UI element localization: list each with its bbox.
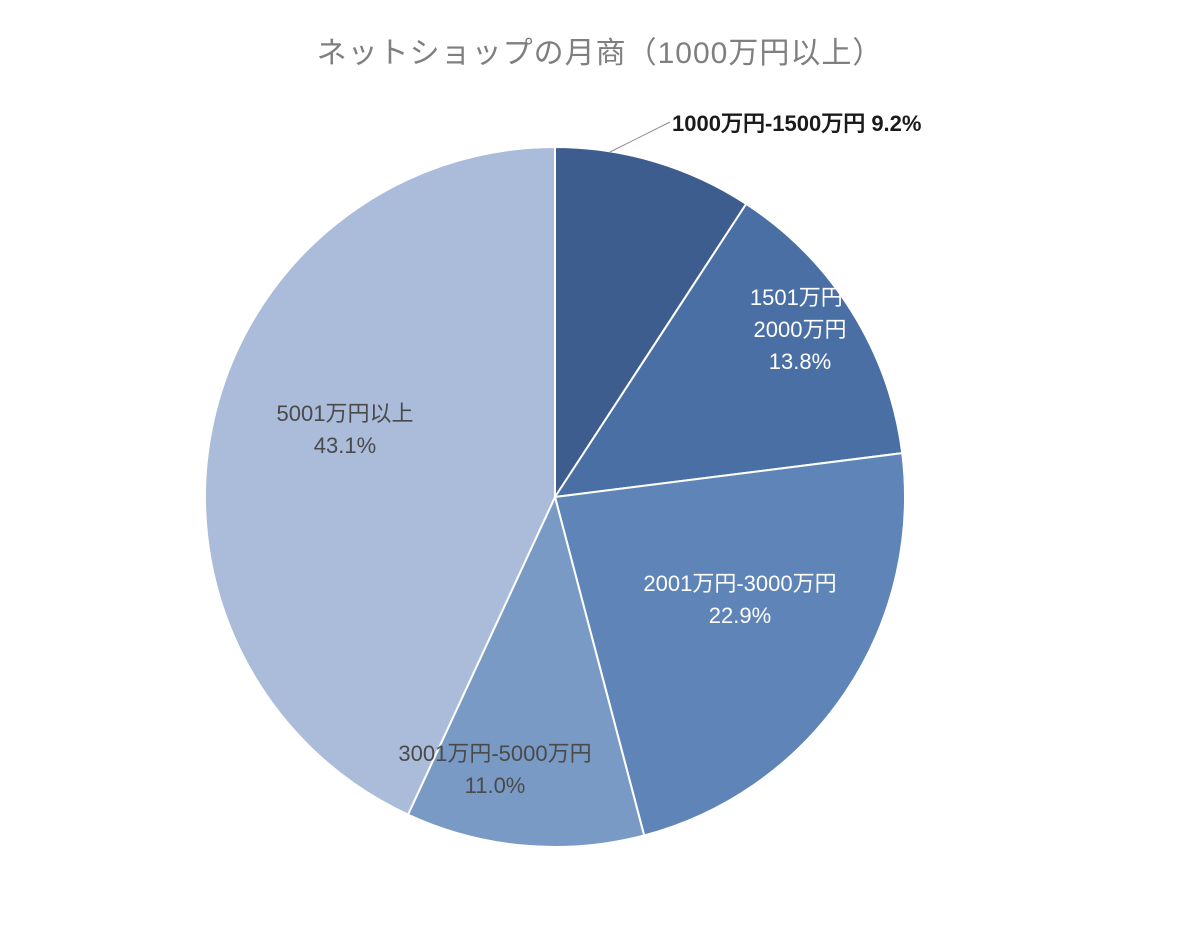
slice-label-2-line1: 2001万円-3000万円	[643, 571, 836, 596]
slice-label-1-pct: 13.8%	[769, 349, 831, 374]
leader-line-0	[610, 122, 670, 152]
slice-label-1-line1: 1501万円-	[750, 285, 850, 310]
pie-svg	[0, 0, 1200, 929]
slice-label-3: 3001万円-5000万円 11.0%	[398, 738, 591, 802]
slice-label-4-pct: 43.1%	[314, 433, 376, 458]
slice-label-2-pct: 22.9%	[709, 603, 771, 628]
slice-label-3-line1: 3001万円-5000万円	[398, 741, 591, 766]
slice-label-4-line1: 5001万円以上	[277, 401, 414, 426]
slice-label-2: 2001万円-3000万円 22.9%	[643, 568, 836, 632]
slice-label-1: 1501万円- 2000万円 13.8%	[750, 282, 850, 378]
slice-label-3-pct: 11.0%	[465, 773, 526, 798]
slice-label-outside-0: 1000万円-1500万円 9.2%	[672, 106, 921, 138]
pie-chart-container: ネットショップの月商（1000万円以上） 1000万円-1500万円 9.2% …	[0, 0, 1200, 929]
slice-label-4: 5001万円以上 43.1%	[277, 398, 414, 462]
slice-label-1-line2: 2000万円	[754, 317, 847, 342]
